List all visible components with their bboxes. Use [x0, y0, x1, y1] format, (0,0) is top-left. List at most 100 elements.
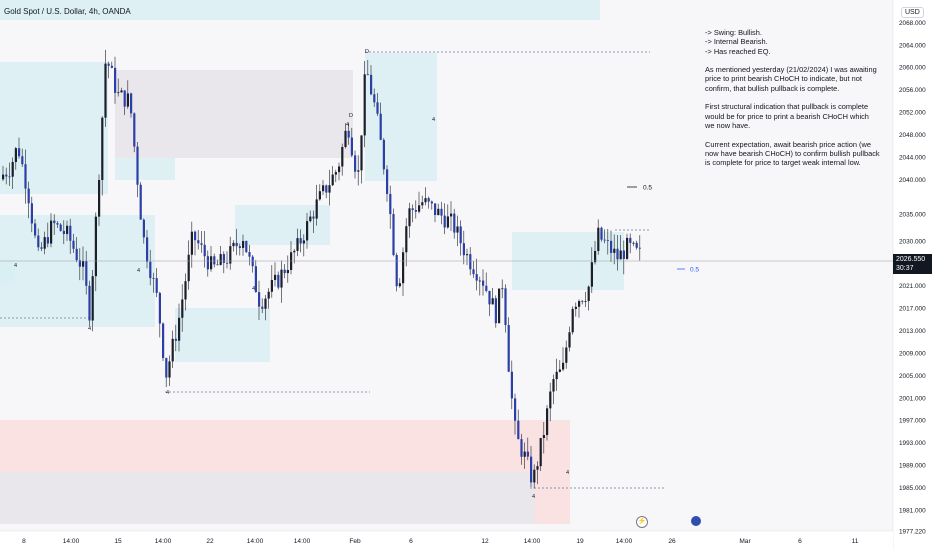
candle [562, 347, 565, 372]
candle [328, 169, 331, 206]
candle [504, 284, 507, 333]
candle [155, 268, 158, 298]
candle [405, 218, 408, 267]
candle [443, 203, 446, 235]
candle [603, 229, 606, 244]
marker-label: 4 [346, 122, 349, 128]
candle [85, 250, 88, 295]
candle [270, 265, 273, 298]
candle [482, 269, 485, 296]
candle [552, 374, 555, 405]
y-tick-label: 2005.000 [899, 373, 926, 380]
candle [565, 340, 568, 369]
marker-label: 4 [137, 268, 140, 274]
lightning-icon[interactable]: ⚡ [636, 516, 648, 528]
candle [347, 123, 350, 145]
candle [638, 235, 641, 261]
candle [635, 240, 638, 250]
candle [421, 195, 424, 209]
eq-lower-label: 0.5 [690, 267, 699, 274]
candle [210, 245, 213, 272]
price-axis [893, 0, 932, 550]
candle [402, 247, 405, 297]
candle [277, 271, 280, 290]
marker-label: 4 [432, 117, 435, 123]
candle [171, 330, 174, 369]
candle [357, 155, 360, 186]
y-tick-label: 2056.000 [899, 87, 926, 94]
candle [366, 60, 369, 76]
candle [309, 210, 312, 223]
candle [53, 214, 56, 236]
candle [472, 261, 475, 278]
candle [43, 231, 46, 255]
candle [597, 219, 600, 255]
current-price-tag: 2026.550 30:37 [893, 254, 932, 274]
x-tick-label: Feb [349, 538, 361, 545]
candle [21, 148, 24, 167]
candle [222, 251, 225, 274]
flag-icon[interactable] [691, 516, 701, 526]
candle [194, 230, 197, 256]
x-tick-label: Mar [739, 538, 751, 545]
candle [606, 229, 609, 255]
x-tick-label: 14:00 [294, 538, 311, 545]
candle [507, 317, 510, 373]
candle [571, 306, 574, 335]
candle [248, 244, 251, 266]
current-price: 2026.550 [896, 256, 926, 263]
x-tick-label: 6 [409, 538, 413, 545]
candle [11, 157, 14, 189]
candle [280, 260, 283, 303]
candle [392, 208, 395, 257]
candle [341, 143, 344, 176]
candle [424, 187, 427, 206]
candle [418, 191, 421, 214]
candle [520, 434, 523, 465]
candle [610, 230, 613, 262]
candle [542, 422, 545, 454]
candle [139, 182, 142, 220]
candle [274, 262, 277, 287]
eq-lower: 0.5 [677, 267, 699, 274]
candle [382, 137, 385, 175]
candle [8, 162, 11, 186]
candle [37, 228, 40, 251]
zone-7 [365, 53, 437, 181]
y-tick-label: 2052.000 [899, 110, 926, 117]
zone-1 [0, 62, 108, 194]
candle [306, 212, 309, 249]
candle [110, 61, 113, 69]
candle [581, 299, 584, 305]
y-tick-label: 1993.000 [899, 440, 926, 447]
candle [488, 290, 491, 317]
candle [197, 229, 200, 250]
candle [302, 234, 305, 257]
candle [568, 326, 571, 352]
candle [56, 220, 59, 229]
candle [514, 393, 517, 435]
candle [414, 200, 417, 219]
candle [299, 229, 302, 253]
y-tick-label: 2040.000 [899, 177, 926, 184]
candle [126, 80, 129, 109]
candle [264, 294, 267, 321]
currency-button[interactable]: USD [901, 7, 924, 18]
zone-5 [175, 308, 270, 362]
x-tick-label: 14:00 [63, 538, 80, 545]
candle [107, 61, 110, 79]
candle [379, 102, 382, 141]
candle [66, 220, 69, 241]
x-tick-label: 14:00 [155, 538, 172, 545]
candle [146, 229, 149, 269]
y-tick-label: 2044.000 [899, 154, 926, 161]
candle [555, 358, 558, 391]
candle [437, 203, 440, 216]
candle [338, 162, 341, 181]
candle [242, 234, 245, 256]
y-tick-label: 2030.000 [899, 239, 926, 246]
marker-label: 4 [252, 286, 255, 292]
x-tick-label: 26 [668, 538, 676, 545]
candle [254, 260, 257, 293]
